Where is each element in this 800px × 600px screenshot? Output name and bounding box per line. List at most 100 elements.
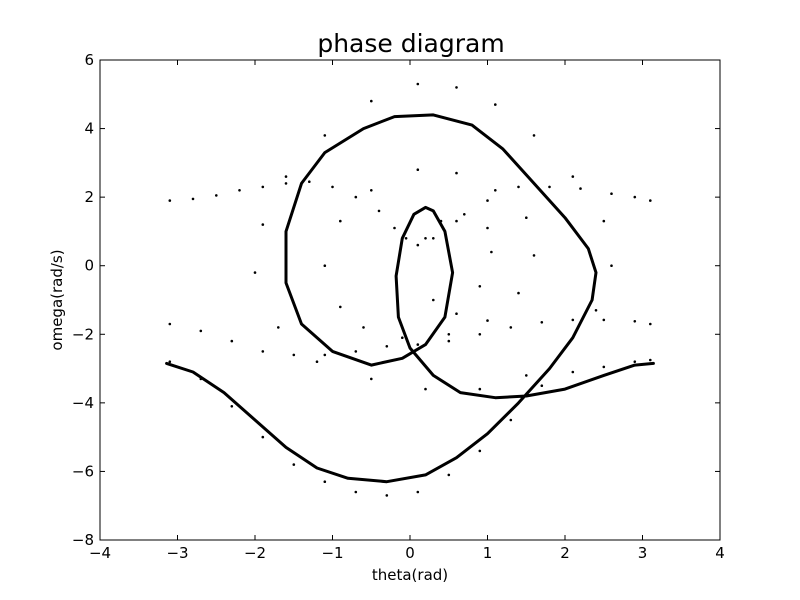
chart-title: phase diagram [317,29,504,58]
sample-point [455,219,458,223]
sample-point [292,463,296,466]
sample-point [633,195,637,199]
x-tick-label: −4 [89,544,111,562]
sample-point [168,199,172,202]
sample-point [385,494,389,497]
sample-point [447,473,451,477]
sample-point [315,360,319,364]
sample-point [370,99,373,103]
sample-point [602,318,606,322]
sample-point [432,298,435,302]
sample-point [199,377,203,381]
y-axis-label: omega(rad/s) [48,249,66,350]
x-tick-label: −3 [166,544,188,562]
sample-point [455,86,458,89]
sample-point [478,333,482,336]
y-tick-label: 4 [84,120,94,138]
x-tick-label: 3 [638,544,648,562]
sample-point [261,350,265,353]
sample-point [486,199,489,202]
sample-point [385,345,389,348]
x-tick-label: 1 [483,544,493,562]
sample-point [494,189,497,192]
sample-point [548,185,551,189]
sample-point [478,285,482,288]
sample-point [424,237,427,240]
sample-point [447,333,451,336]
sample-point [540,384,544,388]
sample-point [571,175,575,178]
sample-point [447,339,451,343]
sample-point [610,264,613,268]
sample-point [284,182,288,185]
sample-point [354,195,358,199]
sample-point [215,194,218,197]
sample-point [571,318,575,322]
sample-point [602,219,606,223]
sample-point [610,192,613,195]
sample-point [602,365,606,369]
sample-point [370,377,373,381]
series-layer [165,82,655,497]
axes-frame [99,59,721,541]
sample-point [509,326,513,329]
sample-point [579,187,582,190]
sample-point [404,237,408,240]
sample-point [509,418,513,422]
sample-point [354,490,358,494]
sample-point [455,171,458,175]
sample-point [490,250,493,254]
sample-point [230,405,234,408]
sample-point [478,449,482,453]
sample-point [377,209,381,213]
sample-point [532,254,536,257]
x-axis-label: theta(rad) [372,566,448,584]
sample-point [331,185,334,189]
plot-area: −4 −3 −2 −1 0 1 2 3 4 −8 −6 −4 −2 0 2 4 6 [72,51,725,562]
y-tick-label: −6 [72,462,94,480]
sample-point [416,490,420,494]
sample-point [168,360,172,364]
sample-point [308,180,311,183]
sample-point [261,185,265,189]
sample-point [362,326,365,329]
sample-point [354,350,358,353]
sample-point [261,435,265,439]
sample-point [649,358,652,362]
sample-point [486,319,489,322]
sample-point [571,370,575,374]
sample-point [649,322,652,326]
sample-point [284,175,288,178]
sample-point [478,387,482,391]
y-tick-label: 0 [84,257,94,275]
sample-point [292,353,296,357]
sample-point [416,168,420,171]
sample-point [432,237,435,240]
sample-point [649,199,652,202]
sample-point [633,320,637,323]
sample-point [517,291,520,295]
sample-point [323,264,327,268]
sample-point [463,213,466,216]
x-tick-label: 2 [560,544,570,562]
x-tick-label: −1 [321,544,343,562]
sample-point [277,326,280,329]
sample-point [191,197,195,201]
sample-point [416,343,420,346]
sample-point [199,329,203,333]
sample-point [525,374,528,377]
y-tick-label: −4 [72,394,94,412]
sample-point [393,226,396,230]
sample-point [323,480,327,484]
sample-point [416,82,420,86]
sample-point [455,312,458,316]
sample-point [168,322,172,326]
sample-point [323,353,327,357]
sample-point [339,305,342,309]
sample-point [339,219,342,223]
x-tick-label: 0 [405,544,415,562]
sample-point [416,243,420,247]
sample-point [238,189,241,192]
x-tick-label: −2 [244,544,266,562]
